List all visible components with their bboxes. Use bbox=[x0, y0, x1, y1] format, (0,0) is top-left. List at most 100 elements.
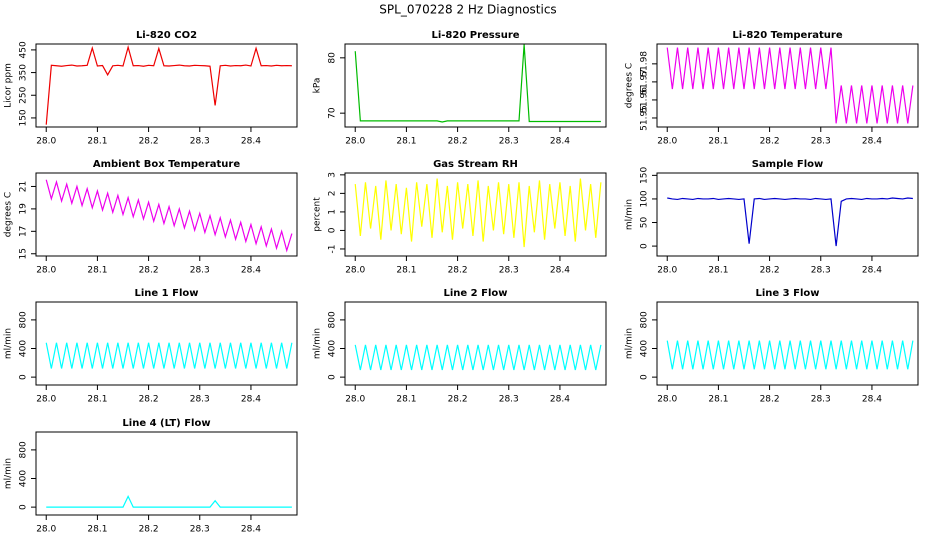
y-tick-label: 800 bbox=[19, 441, 29, 458]
x-tick-label: 28.3 bbox=[190, 137, 210, 147]
x-tick-label: 28.3 bbox=[190, 525, 210, 535]
data-line bbox=[46, 495, 292, 508]
x-tick-label: 28.1 bbox=[87, 266, 107, 276]
plot-frame bbox=[35, 431, 298, 516]
data-line bbox=[354, 44, 601, 123]
y-axis-label: percent bbox=[313, 197, 323, 232]
y-tick-label: 51.98 bbox=[640, 51, 650, 77]
x-tick-label: 28.1 bbox=[87, 395, 107, 405]
plot-frame bbox=[35, 172, 298, 257]
x-tick-label: 28.0 bbox=[345, 137, 365, 147]
data-line bbox=[45, 342, 293, 369]
y-tick-label: 150 bbox=[19, 109, 29, 126]
x-tick-label: 28.2 bbox=[760, 395, 780, 405]
panel-title: Li-820 CO2 bbox=[136, 30, 197, 41]
x-tick-label: 28.2 bbox=[448, 137, 468, 147]
y-tick-label: 21 bbox=[19, 181, 29, 192]
y-tick-label: 19 bbox=[19, 203, 29, 215]
data-line bbox=[45, 179, 293, 253]
y-axis-label: ml/min bbox=[313, 328, 323, 359]
y-tick-label: 0 bbox=[19, 374, 29, 380]
x-tick-label: 28.4 bbox=[862, 137, 882, 147]
plot-frame bbox=[656, 43, 919, 128]
y-axis-label: Licor ppm bbox=[4, 63, 14, 108]
x-tick-label: 28.3 bbox=[499, 395, 519, 405]
x-tick-label: 28.2 bbox=[448, 266, 468, 276]
y-tick-label: 1 bbox=[328, 209, 338, 215]
x-tick-label: 28.3 bbox=[190, 395, 210, 405]
x-tick-label: 28.1 bbox=[396, 395, 416, 405]
x-tick-label: 28.2 bbox=[139, 266, 159, 276]
x-tick-label: 28.1 bbox=[708, 266, 728, 276]
y-axis-label: kPa bbox=[313, 78, 323, 94]
y-tick-label: 800 bbox=[328, 311, 338, 328]
y-tick-label: 800 bbox=[19, 311, 29, 328]
data-line bbox=[666, 47, 914, 124]
x-tick-label: 28.2 bbox=[139, 395, 159, 405]
x-tick-label: 28.4 bbox=[241, 395, 261, 405]
x-tick-label: 28.4 bbox=[241, 137, 261, 147]
plot-frame bbox=[656, 172, 919, 257]
y-tick-label: 400 bbox=[328, 340, 338, 357]
x-tick-label: 28.1 bbox=[396, 266, 416, 276]
y-axis-label: degrees C bbox=[4, 192, 14, 237]
x-tick-label: 28.1 bbox=[87, 137, 107, 147]
x-tick-label: 28.2 bbox=[760, 266, 780, 276]
x-tick-label: 28.3 bbox=[499, 266, 519, 276]
y-tick-label: 51.96 bbox=[640, 87, 650, 113]
x-tick-label: 28.1 bbox=[396, 137, 416, 147]
x-tick-label: 28.1 bbox=[87, 525, 107, 535]
plot-frame bbox=[35, 301, 298, 386]
y-tick-label: 3 bbox=[328, 172, 338, 178]
data-line bbox=[45, 44, 292, 125]
plot-frame bbox=[344, 172, 607, 257]
panel-title: Gas Stream RH bbox=[433, 159, 518, 170]
y-axis-label: ml/min bbox=[625, 199, 635, 230]
x-tick-label: 28.0 bbox=[36, 137, 56, 147]
y-axis-label: ml/min bbox=[4, 458, 14, 489]
y-tick-label: 450 bbox=[19, 41, 29, 58]
y-tick-label: 400 bbox=[640, 340, 650, 357]
x-tick-label: 28.4 bbox=[862, 266, 882, 276]
x-tick-label: 28.4 bbox=[550, 395, 570, 405]
x-tick-label: 28.4 bbox=[241, 266, 261, 276]
x-tick-label: 28.2 bbox=[448, 395, 468, 405]
y-axis-label: ml/min bbox=[4, 328, 14, 359]
y-tick-label: 150 bbox=[640, 166, 650, 183]
y-tick-label: -1 bbox=[328, 244, 338, 253]
data-line bbox=[666, 340, 914, 370]
x-tick-label: 28.2 bbox=[139, 137, 159, 147]
y-tick-label: 250 bbox=[19, 86, 29, 103]
y-tick-label: 70 bbox=[328, 107, 338, 119]
panel-title: Li-820 Pressure bbox=[431, 30, 519, 41]
y-tick-label: 51.95 bbox=[640, 105, 650, 131]
plot-frame bbox=[344, 43, 607, 128]
panel-title: Sample Flow bbox=[752, 159, 824, 170]
y-tick-label: 0 bbox=[328, 374, 338, 380]
y-tick-label: 2 bbox=[328, 191, 338, 197]
y-tick-label: 50 bbox=[640, 217, 650, 229]
x-tick-label: 28.4 bbox=[862, 395, 882, 405]
plot-frame bbox=[35, 43, 298, 128]
panel-title: Line 1 Flow bbox=[135, 288, 199, 299]
y-tick-label: 400 bbox=[19, 340, 29, 357]
y-tick-label: 15 bbox=[19, 248, 29, 259]
panel-title: Ambient Box Temperature bbox=[93, 159, 240, 170]
x-tick-label: 28.0 bbox=[657, 395, 677, 405]
x-tick-label: 28.0 bbox=[657, 266, 677, 276]
y-tick-label: 0 bbox=[328, 227, 338, 233]
x-tick-label: 28.2 bbox=[139, 525, 159, 535]
y-tick-label: 0 bbox=[640, 243, 650, 249]
panel-title: Line 2 Flow bbox=[444, 288, 508, 299]
x-tick-label: 28.2 bbox=[760, 137, 780, 147]
page-title: SPL_070228 2 Hz Diagnostics bbox=[379, 3, 556, 17]
y-tick-label: 400 bbox=[19, 470, 29, 487]
data-line bbox=[667, 197, 913, 247]
data-line bbox=[354, 344, 602, 371]
x-tick-label: 28.3 bbox=[811, 395, 831, 405]
x-tick-label: 28.0 bbox=[36, 395, 56, 405]
y-tick-label: 17 bbox=[19, 226, 29, 237]
y-axis-label: ml/min bbox=[625, 328, 635, 359]
panel-title: Line 3 Flow bbox=[756, 288, 820, 299]
x-tick-label: 28.4 bbox=[241, 525, 261, 535]
